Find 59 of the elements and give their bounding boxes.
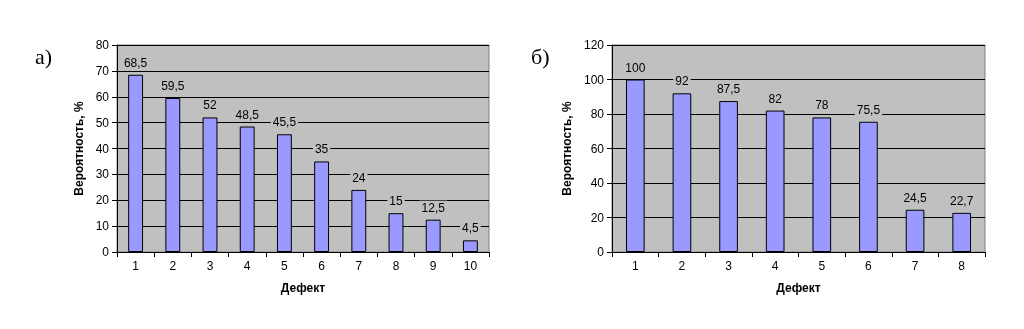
data-label: 4,5 [462,221,480,236]
y-tick-label: 70 [95,63,110,78]
y-tick-label: 60 [95,89,110,104]
data-label: 52 [203,98,217,113]
x-tick-label: 7 [355,259,363,273]
y-tick-label: 120 [583,38,605,52]
x-tick-label: 3 [725,259,733,273]
data-label: 92 [675,74,689,89]
y-tick-label: 30 [95,167,110,182]
data-label: 35 [314,142,329,157]
x-tick-label: 4 [771,259,779,273]
x-tick-label: 9 [429,259,437,273]
data-label: 82 [768,91,783,106]
x-tick-label: 3 [206,259,214,273]
x-axis-title: Дефект [280,281,326,295]
y-tick-label: 60 [590,141,605,156]
y-axis-title: Вероятность, % [71,100,86,196]
data-label: 59,5 [161,79,185,94]
chart-title: б) [531,43,550,69]
chart-title: а) [35,43,53,69]
data-label: 24,5 [903,190,928,205]
x-tick-label: 7 [911,259,919,273]
y-tick-label: 0 [102,245,110,259]
data-label: 68,5 [123,55,148,70]
x-tick-label: 4 [243,259,251,273]
y-tick-label: 10 [95,219,110,234]
x-tick-label: 10 [463,259,478,273]
y-tick-label: 80 [590,107,605,121]
data-label: 12,5 [421,200,446,215]
x-tick-label: 1 [132,259,140,273]
y-tick-label: 40 [95,141,110,156]
x-tick-label: 1 [631,259,639,273]
x-tick-label: 5 [818,259,826,273]
x-tick-label: 2 [169,259,177,273]
x-tick-label: 6 [865,259,873,273]
x-tick-label: 2 [678,259,686,273]
y-axis-title: Вероятность, % [560,100,575,196]
y-tick-label: 0 [597,245,605,259]
data-label: 45,5 [272,115,297,130]
data-label: 22,7 [950,193,974,208]
y-tick-label: 50 [95,115,110,130]
data-label: 78 [815,98,829,113]
bar [462,240,478,252]
y-tick-label: 20 [95,193,110,208]
x-tick-label: 5 [281,259,289,273]
data-label: 24 [352,170,366,185]
data-label: 75,5 [856,102,881,117]
x-axis-title: Дефект [776,281,821,295]
data-label: 15 [389,194,403,209]
data-label: 87,5 [716,82,741,97]
y-tick-label: 100 [583,72,605,87]
x-tick-label: 8 [958,259,966,273]
x-tick-label: 6 [318,259,326,273]
data-label: 100 [625,60,646,75]
y-tick-label: 80 [95,38,110,52]
y-tick-label: 20 [590,210,605,225]
y-tick-label: 40 [590,176,605,190]
data-label: 48,5 [235,107,260,122]
x-tick-label: 8 [392,259,400,273]
